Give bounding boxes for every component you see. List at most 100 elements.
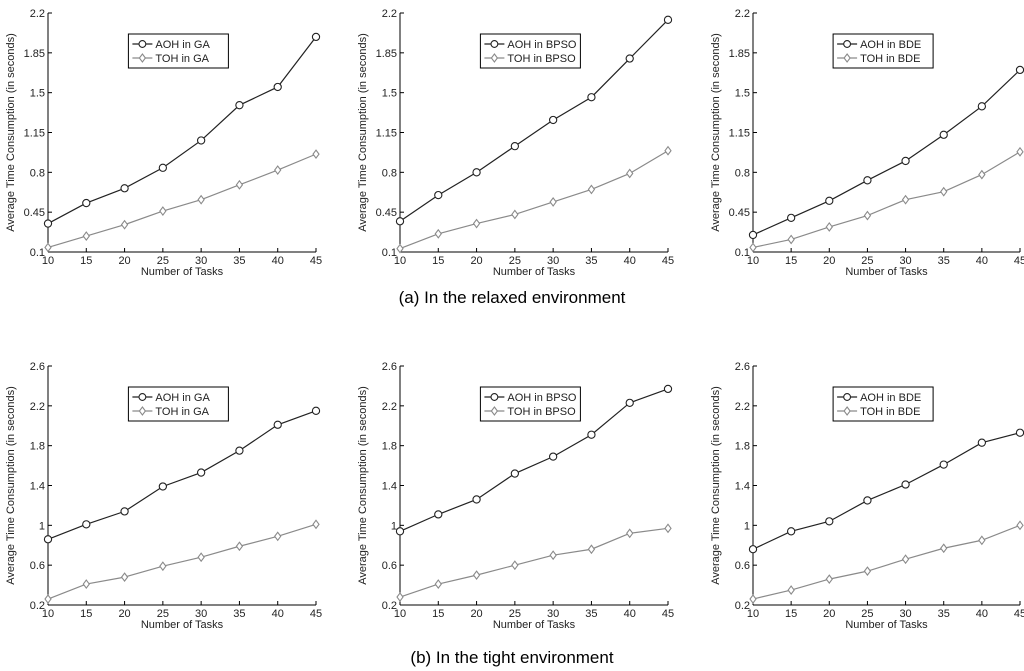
x-tick-label: 15 xyxy=(785,608,797,620)
legend-marker xyxy=(138,53,147,63)
data-point xyxy=(197,194,205,205)
data-point xyxy=(158,163,168,172)
data-point xyxy=(548,452,558,461)
y-axis-label: Average Time Consumption (in seconds) xyxy=(5,33,17,232)
x-tick-label: 15 xyxy=(80,608,92,620)
data-point xyxy=(312,519,320,530)
data-point xyxy=(548,115,558,125)
legend-label: AOH in BDE xyxy=(860,392,921,404)
x-axis-label: Number of Tasks xyxy=(141,266,224,278)
data-point xyxy=(396,592,404,602)
legend-label: AOH in GA xyxy=(155,39,210,51)
y-tick-label: 1.15 xyxy=(24,128,45,140)
y-tick-label: 0.6 xyxy=(735,560,750,572)
y-tick-label: 1.4 xyxy=(30,481,45,493)
chart-2: 10 15 20 25 30 35 40 45 0.1 0.45 0.8 1.15 1.5 1.85 2.2… xyxy=(357,8,674,278)
data-point xyxy=(1016,520,1024,531)
data-point xyxy=(748,230,758,240)
y-tick-label: 1.4 xyxy=(735,481,750,493)
x-tick-label: 45 xyxy=(310,608,322,620)
data-point xyxy=(274,165,282,175)
x-tick-label: 15 xyxy=(432,608,444,620)
x-tick-label: 10 xyxy=(42,255,54,267)
data-point xyxy=(159,561,167,572)
x-tick-label: 10 xyxy=(747,255,759,267)
x-tick-label: 30 xyxy=(899,255,911,267)
x-tick-label: 25 xyxy=(861,255,873,267)
data-point xyxy=(587,430,596,439)
legend-marker xyxy=(490,393,499,401)
data-point xyxy=(120,572,129,583)
chart-6: 10 15 20 25 30 35 40 45 0.2 0.6 1 1.4 1.8 2.2 2.6 Numbe… xyxy=(710,361,1024,631)
x-tick-label: 40 xyxy=(272,255,284,267)
y-tick-label: 1.15 xyxy=(376,128,397,140)
data-point xyxy=(825,196,834,205)
x-tick-label: 10 xyxy=(394,255,406,267)
data-point xyxy=(549,550,557,561)
data-point xyxy=(749,242,757,253)
data-point xyxy=(472,495,481,504)
data-point xyxy=(312,149,320,160)
series-line-toh xyxy=(399,527,669,598)
data-point xyxy=(786,213,796,223)
data-point xyxy=(1016,146,1024,157)
y-axis-label: Average Time Consumption (in seconds) xyxy=(710,33,722,232)
legend-label: TOH in BPSO xyxy=(507,53,576,65)
data-point xyxy=(82,579,90,590)
y-tick-label: 0.2 xyxy=(382,600,397,612)
series-line-toh xyxy=(47,523,317,600)
data-point xyxy=(395,217,405,226)
legend-label: AOH in BDE xyxy=(860,39,921,51)
data-point xyxy=(825,574,833,585)
data-point xyxy=(787,585,795,595)
data-point xyxy=(43,535,53,544)
data-point xyxy=(786,527,796,536)
x-tick-label: 10 xyxy=(42,608,54,620)
x-tick-label: 35 xyxy=(938,255,950,267)
data-point xyxy=(44,594,52,604)
x-tick-label: 45 xyxy=(310,255,322,267)
legend-marker xyxy=(490,40,499,48)
data-point xyxy=(901,194,910,205)
data-point xyxy=(82,520,91,529)
data-point xyxy=(939,460,948,469)
y-tick-label: 1 xyxy=(391,520,397,532)
caption-relaxed: (a) In the relaxed environment xyxy=(398,288,626,307)
y-tick-label: 2.2 xyxy=(735,8,750,20)
x-tick-label: 10 xyxy=(394,608,406,620)
x-tick-label: 20 xyxy=(470,608,482,620)
data-point xyxy=(44,242,52,253)
y-tick-label: 0.8 xyxy=(30,167,45,179)
series-line-aoh xyxy=(47,410,317,540)
x-tick-label: 40 xyxy=(624,255,636,267)
series-line-aoh xyxy=(752,432,1021,550)
y-tick-label: 1.85 xyxy=(376,48,397,60)
series-line-aoh xyxy=(752,69,1021,236)
data-point xyxy=(472,218,481,229)
y-tick-label: 2.2 xyxy=(735,401,750,413)
data-point xyxy=(235,446,244,455)
x-tick-label: 30 xyxy=(195,255,207,267)
x-tick-label: 25 xyxy=(157,608,169,620)
series-line-aoh xyxy=(399,388,669,532)
y-tick-label: 2.6 xyxy=(735,361,750,373)
x-tick-label: 35 xyxy=(233,255,245,267)
chart-4: 10 15 20 25 30 35 40 45 0.2 0.6 1 1.4 1.8 2.2 2.6 Numbe… xyxy=(5,361,322,631)
y-axis-label: Average Time Consumption (in seconds) xyxy=(710,386,722,585)
y-tick-label: 0.6 xyxy=(30,560,45,572)
data-point xyxy=(1015,65,1024,75)
y-tick-label: 1.8 xyxy=(382,441,397,453)
data-point xyxy=(472,168,481,177)
data-point xyxy=(940,543,948,554)
y-tick-label: 2.6 xyxy=(30,361,45,373)
x-tick-label: 45 xyxy=(662,255,674,267)
data-point xyxy=(235,179,244,190)
y-tick-label: 0.45 xyxy=(24,207,45,219)
data-point xyxy=(434,228,442,239)
x-axis-label: Number of Tasks xyxy=(493,266,576,278)
x-tick-label: 15 xyxy=(785,255,797,267)
y-tick-label: 0.1 xyxy=(382,247,397,259)
legend: AOH in BPSO TOH in BPSO xyxy=(479,33,581,69)
x-tick-label: 20 xyxy=(118,255,130,267)
data-point xyxy=(120,184,129,193)
